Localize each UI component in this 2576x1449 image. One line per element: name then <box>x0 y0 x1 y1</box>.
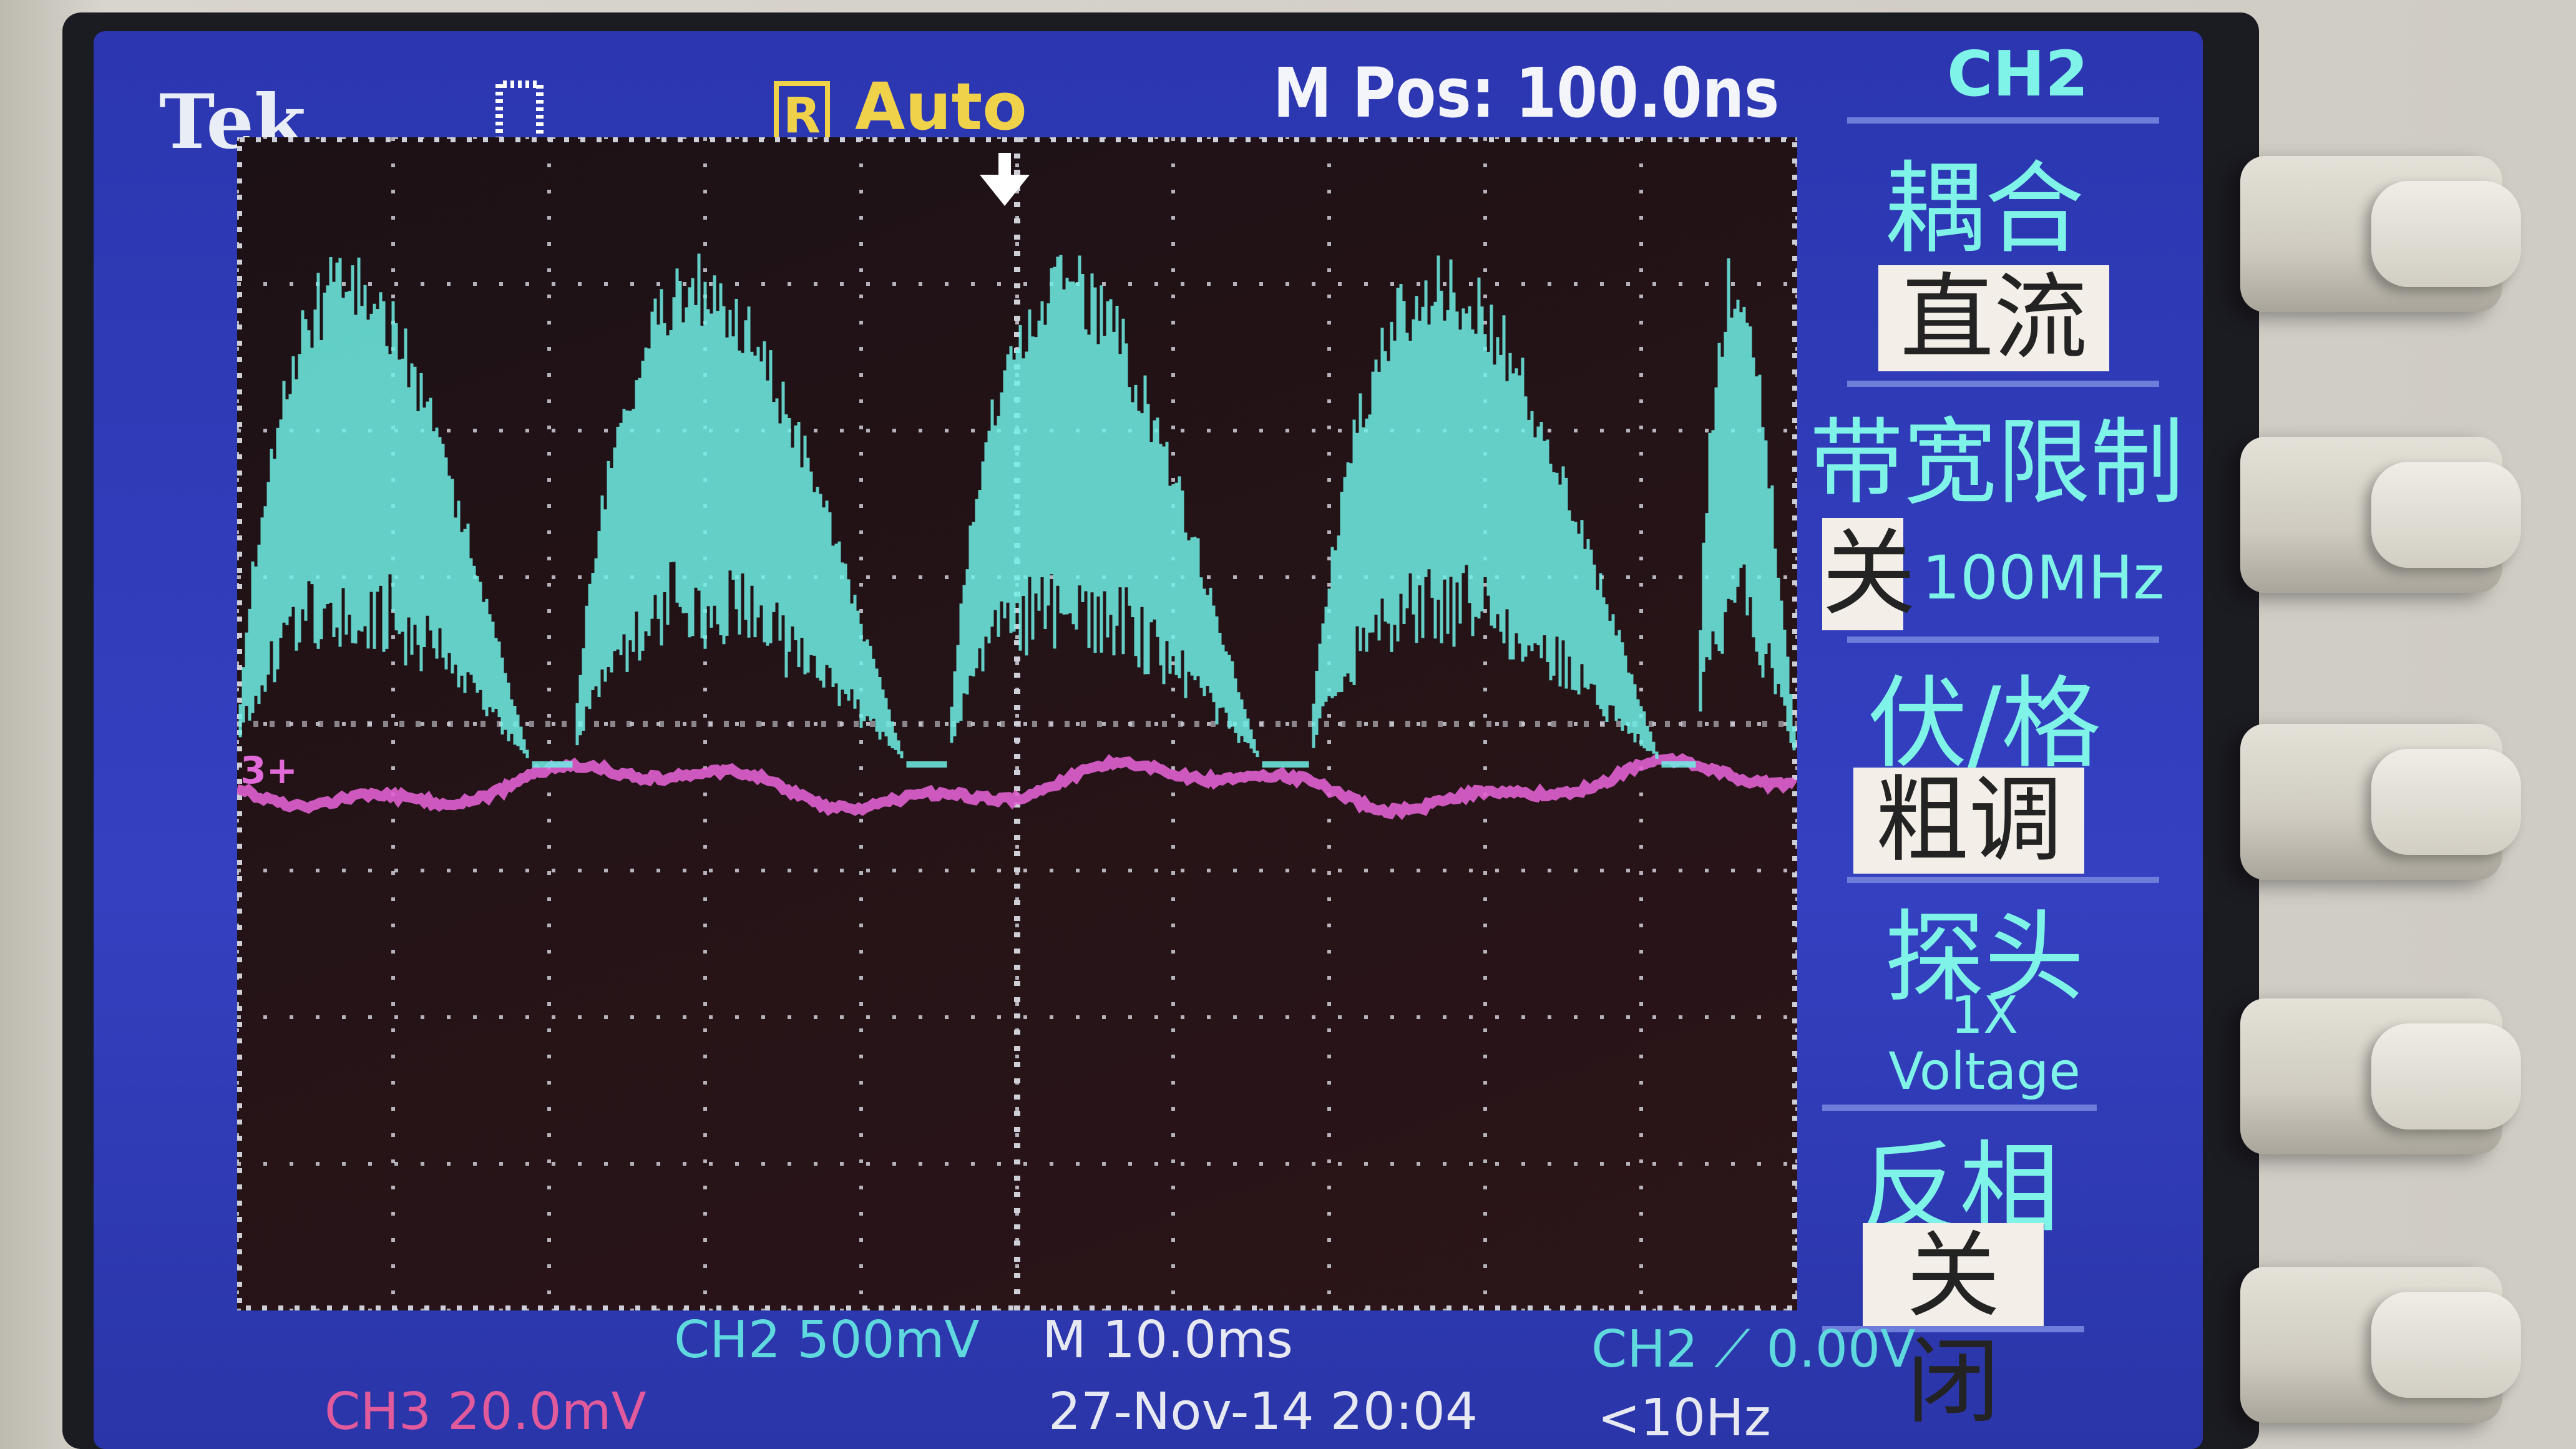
menu-item-coupling-title[interactable]: 耦合 <box>1810 128 2159 273</box>
menu-channel-label: CH2 <box>1947 37 2089 110</box>
menu-divider <box>1847 381 2159 387</box>
timebase-readout: M 10.0ms <box>1042 1310 1293 1370</box>
menu-item-coupling-value[interactable]: 直流 <box>1878 265 2109 371</box>
menu-button-1[interactable] <box>2240 156 2502 312</box>
trigger-run-badge: R <box>774 81 830 144</box>
ch2-scale-readout: CH2 500mV <box>674 1310 980 1370</box>
waveform-svg <box>237 137 1797 1310</box>
trigger-mode: Auto <box>855 69 1027 145</box>
menu-item-invert-value[interactable]: 关闭 <box>1863 1223 2044 1329</box>
menu-button-2[interactable] <box>2240 437 2502 593</box>
menu-divider <box>1847 637 2159 643</box>
menu-item-bandwidth-value[interactable]: 关 <box>1822 518 1903 630</box>
menu-item-bandwidth-limit: 100MHz <box>1922 543 2147 613</box>
menu-item-bandwidth-title[interactable]: 带宽限制 <box>1810 387 2159 522</box>
ch3-ground-marker: 3+ <box>240 749 298 793</box>
menu-button-3[interactable] <box>2240 724 2502 880</box>
trigger-position-arrow-icon <box>973 153 1036 209</box>
datetime-readout: 27-Nov-14 20:04 <box>1048 1382 1478 1442</box>
ch3-scale-readout: CH3 20.0mV <box>324 1382 646 1442</box>
trigger-readout: CH2 ⟋ 0.00V <box>1591 1320 1915 1380</box>
frequency-readout: <10Hz <box>1598 1388 1771 1448</box>
menu-button-5[interactable] <box>2240 1267 2502 1423</box>
waveform-display <box>237 137 1797 1310</box>
menu-button-4[interactable] <box>2240 998 2502 1154</box>
menu-divider <box>1847 117 2159 124</box>
menu-item-volts-div-value[interactable]: 粗调 <box>1853 768 2084 874</box>
menu-item-probe-value[interactable]: 1X <box>1810 986 2159 1045</box>
horizontal-position: M Pos: 100.0ns <box>1273 53 1779 133</box>
menu-item-probe-type: Voltage <box>1810 1042 2159 1101</box>
